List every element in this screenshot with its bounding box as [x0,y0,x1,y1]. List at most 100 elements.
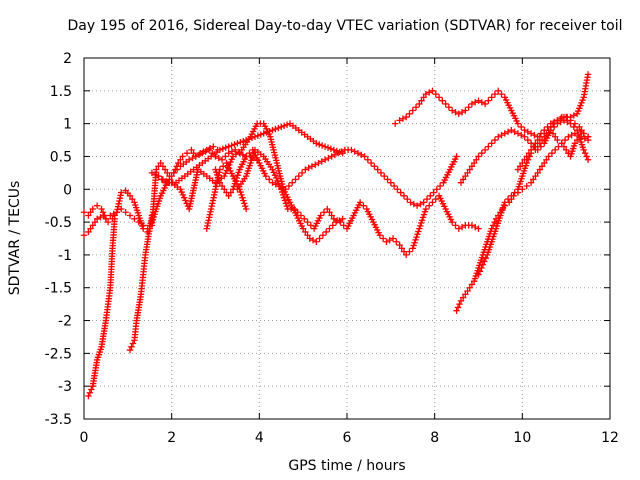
x-tick-label: 6 [343,430,352,446]
data-point [148,169,156,177]
data-point [531,131,538,139]
data-point [326,225,333,232]
data-point [478,149,485,157]
data-point [557,118,564,126]
data-point [107,212,114,219]
data-point [271,172,279,179]
data-point [466,166,473,173]
data-point [89,205,96,213]
data-point [581,135,588,142]
data-point [85,212,92,219]
data-point [455,225,462,232]
data-point [511,128,518,136]
data-point [278,188,286,196]
data-point [573,136,581,144]
data-point [210,143,217,150]
data-series [85,215,118,400]
data-point [175,159,182,167]
data-point [452,222,459,229]
data-point [183,149,191,157]
data-point [304,232,311,239]
data-point [524,136,532,144]
data-point [472,223,479,231]
data-point [218,182,226,190]
data-point [228,148,236,155]
data-point [153,166,160,173]
data-point [525,149,533,157]
data-point [148,212,156,219]
data-point [361,153,368,160]
data-point [89,222,96,229]
data-point [275,124,282,132]
data-point [196,149,204,157]
data-point [475,271,482,278]
data-point [466,284,473,291]
data-point [324,205,331,213]
data-point [383,238,390,245]
data-point [580,130,587,137]
data-point [476,268,484,275]
data-point [407,199,414,206]
data-point [547,123,555,131]
x-tick-label: 4 [255,430,264,446]
data-point [129,195,136,203]
data-point [110,210,117,218]
data-point [131,215,138,223]
data-point [297,212,305,219]
data-point [541,159,548,167]
data-point [227,158,234,166]
data-point [453,153,460,160]
data-point [393,238,400,245]
data-point [245,135,253,143]
data-point [568,131,575,139]
data-point [238,191,245,199]
data-point [462,107,469,114]
data-point [324,144,332,151]
data-point [281,197,289,204]
data-point [329,222,336,229]
y-tick-label: -2.5 [45,346,72,362]
data-point [166,172,173,180]
data-point [233,174,240,182]
data-point [495,133,502,140]
data-point [449,218,456,226]
y-tick-label: 0 [63,182,72,198]
data-point [571,140,579,147]
data-point [442,100,449,108]
data-point [327,145,335,152]
data-point [560,117,568,124]
data-point [331,151,339,159]
data-point [225,143,232,150]
data-point [270,169,277,176]
data-point [552,133,559,140]
data-point [356,199,364,206]
data-point [291,205,298,213]
data-point [584,71,592,78]
data-point [236,149,243,157]
data-point [545,127,552,134]
data-point [273,174,280,182]
data-point [436,182,444,190]
data-point [228,142,235,149]
data-point [371,163,378,170]
x-tick-label: 2 [167,430,176,446]
data-point [203,146,210,154]
data-point [491,90,499,98]
data-point [425,89,433,96]
data-point [458,223,466,231]
y-tick-label: 1.5 [50,84,72,100]
data-point [468,222,476,229]
data-point [543,156,550,163]
data-point [328,212,335,219]
data-point [478,99,485,106]
data-point [97,213,104,221]
data-point [561,136,569,144]
data-point [215,154,222,162]
data-point [278,186,285,193]
data-point [221,186,228,193]
x-tick-label: 0 [80,430,89,446]
data-point [432,90,439,98]
data-series [392,71,592,140]
data-point [232,146,239,154]
data-point [422,205,430,213]
